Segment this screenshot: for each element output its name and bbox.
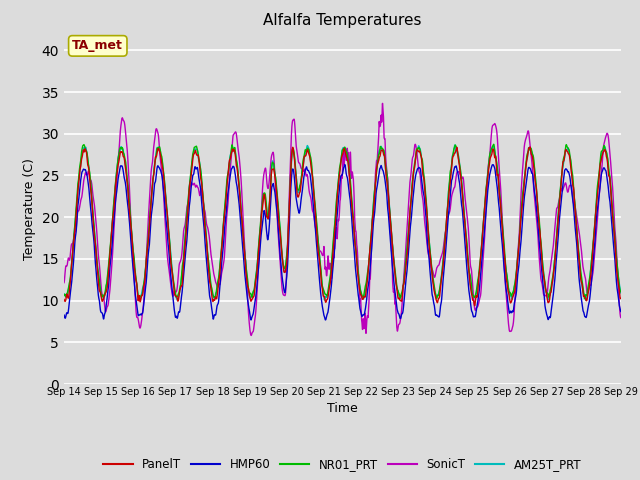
Y-axis label: Temperature (C): Temperature (C) — [23, 158, 36, 260]
Title: Alfalfa Temperatures: Alfalfa Temperatures — [263, 13, 422, 28]
X-axis label: Time: Time — [327, 402, 358, 415]
Legend: PanelT, HMP60, NR01_PRT, SonicT, AM25T_PRT: PanelT, HMP60, NR01_PRT, SonicT, AM25T_P… — [99, 453, 586, 475]
Text: TA_met: TA_met — [72, 39, 124, 52]
